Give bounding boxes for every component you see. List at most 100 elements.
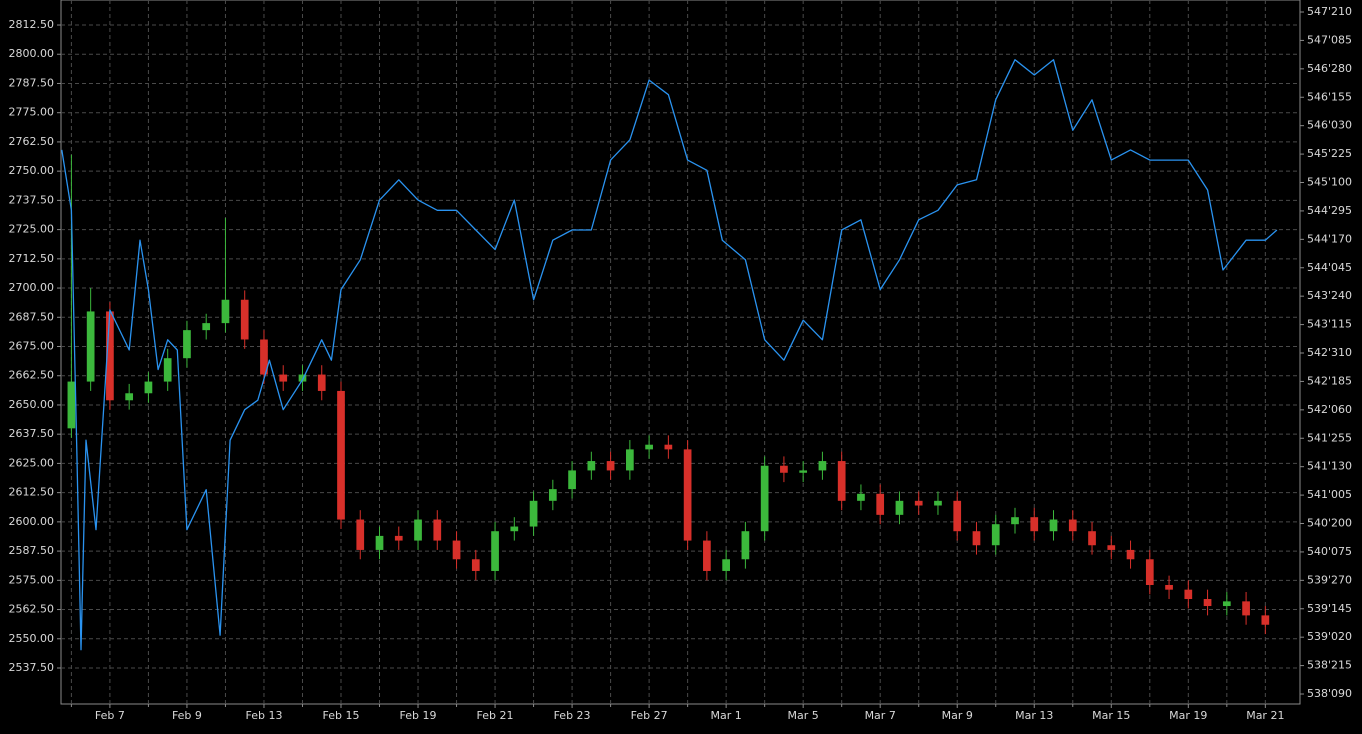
x-tick-label: Feb 13 xyxy=(245,709,282,722)
y2-tick-label: 538'215 xyxy=(1307,659,1352,672)
candle-body xyxy=(606,461,615,471)
y-tick-label: 2550.00 xyxy=(9,632,55,645)
x-tick-label: Mar 13 xyxy=(1015,709,1053,722)
y-tick-label: 2787.50 xyxy=(9,76,55,89)
candle-body xyxy=(1222,601,1231,607)
candle-body xyxy=(144,381,153,394)
y2-tick-label: 547'210 xyxy=(1307,5,1352,18)
x-tick-label: Mar 5 xyxy=(788,709,819,722)
candle-body xyxy=(1165,584,1173,590)
y2-tick-label: 544'170 xyxy=(1307,232,1352,245)
y-tick-label: 2650.00 xyxy=(9,398,55,411)
x-tick-label: Feb 21 xyxy=(477,709,514,722)
candle-body xyxy=(125,393,134,401)
candle-body xyxy=(895,500,904,515)
y2-tick-label: 541'130 xyxy=(1307,460,1352,473)
candle-body xyxy=(876,493,885,515)
y2-tick-label: 540'075 xyxy=(1307,545,1352,558)
candle-body xyxy=(818,461,827,471)
plot-frame xyxy=(60,0,1301,705)
x-tick-label: Mar 19 xyxy=(1169,709,1207,722)
candle-body xyxy=(1030,517,1039,532)
candle-body xyxy=(1107,545,1116,550)
candle-body xyxy=(298,374,307,382)
y-tick-label: 2625.00 xyxy=(9,456,55,469)
candle-body xyxy=(394,535,403,541)
y2-tick-label: 546'280 xyxy=(1307,62,1352,75)
x-tick-label: Feb 27 xyxy=(631,709,668,722)
y2-tick-label: 544'295 xyxy=(1307,204,1352,217)
candle-body xyxy=(471,559,480,571)
candle-body xyxy=(106,311,114,401)
candle-body xyxy=(683,449,692,541)
x-tick-label: Mar 15 xyxy=(1092,709,1130,722)
candle-body xyxy=(163,358,172,382)
candle-body xyxy=(240,299,249,340)
candle-body xyxy=(1011,517,1019,525)
x-tick-label: Feb 15 xyxy=(323,709,360,722)
candle-body xyxy=(568,470,576,490)
candle-body xyxy=(433,519,442,541)
y-tick-label: 2712.50 xyxy=(9,252,55,265)
candle-body xyxy=(1203,599,1212,607)
candle-body xyxy=(221,299,230,324)
candle-body xyxy=(67,381,76,429)
y-tick-label: 2575.00 xyxy=(9,573,55,586)
candle-body xyxy=(1184,589,1193,600)
candle-body xyxy=(934,500,942,506)
y2-tick-label: 543'115 xyxy=(1307,318,1352,331)
candle-body xyxy=(260,339,268,375)
candle-body xyxy=(664,444,673,450)
y2-tick-label: 539'145 xyxy=(1307,602,1352,615)
y-tick-label: 2762.50 xyxy=(9,135,55,148)
candle-body xyxy=(279,374,288,382)
x-tick-label: Mar 1 xyxy=(711,709,742,722)
y-tick-label: 2750.00 xyxy=(9,164,55,177)
candle-body xyxy=(1126,549,1135,560)
candle-body xyxy=(337,390,345,520)
x-tick-label: Mar 7 xyxy=(865,709,896,722)
y-tick-label: 2725.00 xyxy=(9,223,55,236)
y2-tick-label: 539'270 xyxy=(1307,573,1352,586)
y2-tick-label: 546'155 xyxy=(1307,90,1352,103)
candle-body xyxy=(914,500,923,506)
candle-body xyxy=(972,531,981,546)
y-tick-label: 2537.50 xyxy=(9,661,55,674)
y-tick-label: 2600.00 xyxy=(9,515,55,528)
candle-body xyxy=(375,535,384,550)
candle-body xyxy=(1088,531,1096,546)
y2-tick-label: 543'240 xyxy=(1307,289,1352,302)
candle-body xyxy=(587,461,596,471)
candle-body xyxy=(356,519,365,550)
candle-body xyxy=(510,526,519,532)
x-tick-label: Feb 9 xyxy=(172,709,202,722)
candle-body xyxy=(183,330,191,359)
price-line xyxy=(61,59,1278,651)
y-tick-label: 2700.00 xyxy=(9,281,55,294)
y-tick-label: 2812.50 xyxy=(9,18,55,31)
y-tick-label: 2687.50 xyxy=(9,310,55,323)
y2-tick-label: 542'185 xyxy=(1307,374,1352,387)
candle-body xyxy=(741,531,750,560)
y-tick-label: 2662.50 xyxy=(9,369,55,382)
y2-tick-label: 545'100 xyxy=(1307,176,1352,189)
y-tick-label: 2775.00 xyxy=(9,106,55,119)
candle-body xyxy=(548,489,557,501)
y2-tick-label: 541'005 xyxy=(1307,488,1352,501)
y2-tick-label: 540'200 xyxy=(1307,517,1352,530)
y2-tick-label: 538'090 xyxy=(1307,687,1352,700)
y2-tick-label: 541'255 xyxy=(1307,431,1352,444)
y2-tick-label: 539'020 xyxy=(1307,630,1352,643)
candle-body xyxy=(857,493,865,501)
x-tick-label: Feb 7 xyxy=(95,709,125,722)
candle-body xyxy=(722,559,730,571)
candle-body xyxy=(837,461,846,501)
candle-body xyxy=(414,519,422,541)
y-tick-label: 2637.50 xyxy=(9,427,55,440)
candle-body xyxy=(953,500,962,532)
candle-body xyxy=(760,465,769,532)
y-tick-label: 2612.50 xyxy=(9,486,55,499)
y2-tick-label: 544'045 xyxy=(1307,261,1352,274)
